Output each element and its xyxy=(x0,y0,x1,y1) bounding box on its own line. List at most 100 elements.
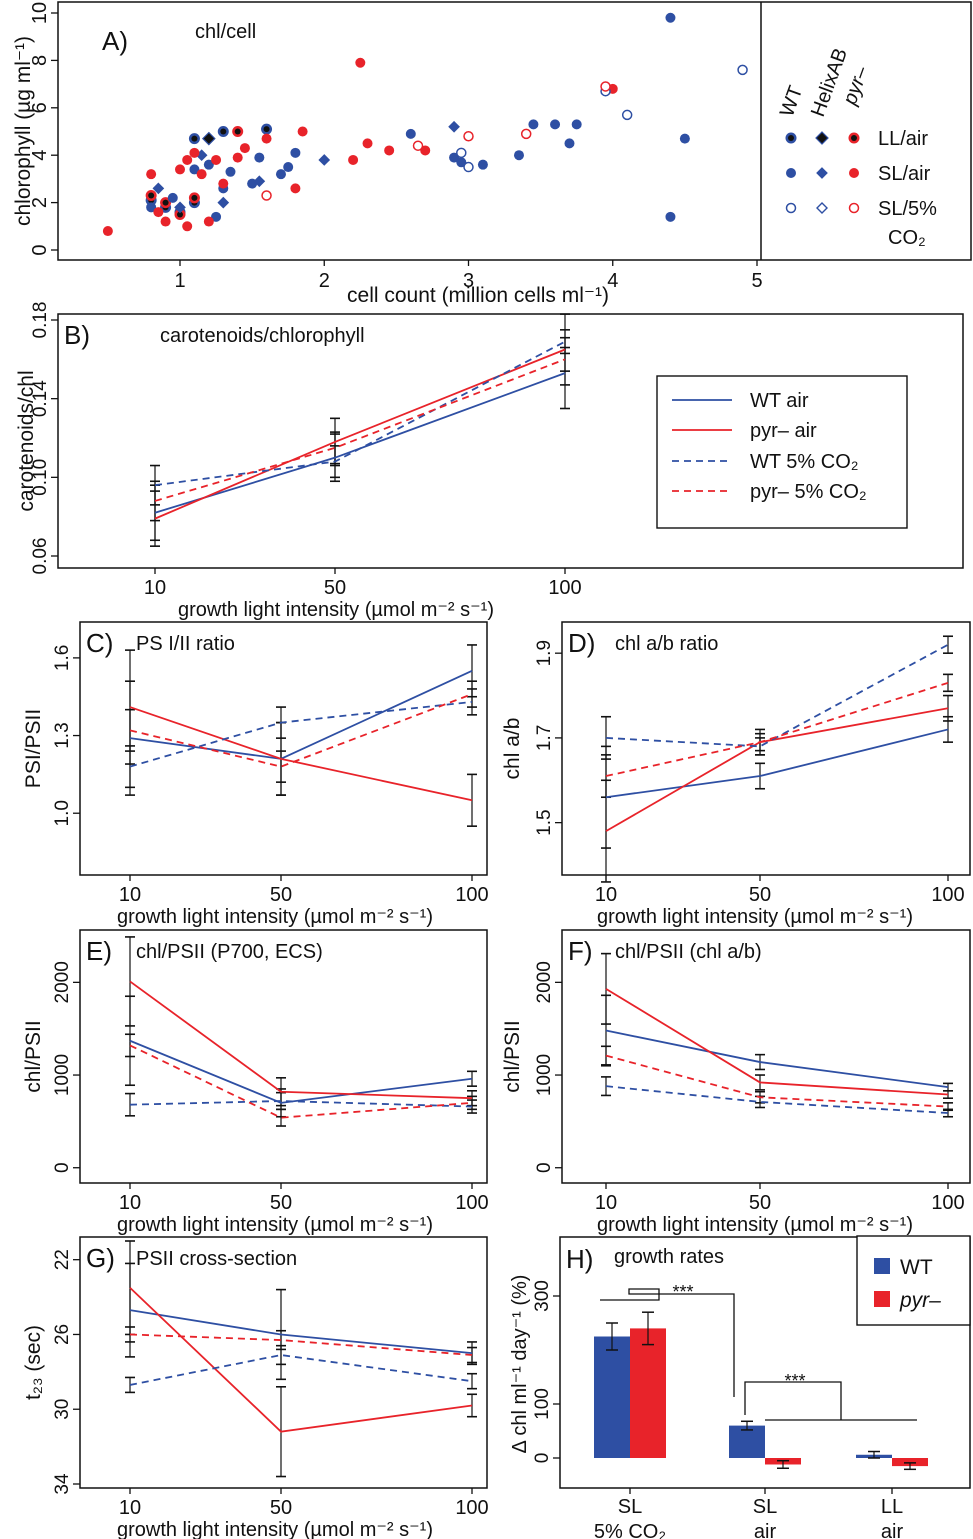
data-point xyxy=(463,130,474,142)
data-point xyxy=(448,120,460,133)
data-point xyxy=(254,152,265,163)
plot-frame xyxy=(561,621,971,876)
data-point xyxy=(355,57,366,68)
y-tick-label: 4 xyxy=(29,150,51,161)
y-tick-label: 1.0 xyxy=(52,800,73,826)
y-tick-label: 0.10 xyxy=(30,459,51,496)
y-tick-label: 10 xyxy=(29,2,51,24)
data-point-center xyxy=(177,211,183,218)
plot-frame xyxy=(79,621,488,876)
data-point xyxy=(318,154,331,166)
panel-label: C) xyxy=(86,628,113,658)
data-point-center xyxy=(191,135,198,142)
data-point xyxy=(528,119,539,130)
y-tick-label: 22 xyxy=(52,1249,73,1270)
data-point xyxy=(297,126,308,137)
x-tick-label: 100 xyxy=(548,577,581,599)
data-point xyxy=(203,216,214,227)
series-line xyxy=(154,358,566,502)
data-point xyxy=(571,119,582,130)
y-tick-label: 0.06 xyxy=(30,538,51,575)
y-tick-label: 1.3 xyxy=(52,722,73,748)
series-line xyxy=(129,1039,473,1104)
series-line xyxy=(154,372,566,514)
data-point xyxy=(202,131,216,146)
series-line xyxy=(129,706,473,802)
data-point xyxy=(146,202,157,213)
y-axis-label: carotenoids/chl xyxy=(15,370,38,511)
panel-label: D) xyxy=(568,628,595,658)
data-point xyxy=(679,133,690,144)
data-point xyxy=(600,81,611,92)
panel-label: A) xyxy=(102,26,128,56)
x-axis-label: growth light intensity (µmol m⁻² s⁻¹) xyxy=(117,1214,433,1236)
data-point xyxy=(189,164,200,175)
y-axis-label: t₂₃ (sec) xyxy=(22,1325,45,1400)
data-point xyxy=(174,201,186,214)
y-tick-label: 8 xyxy=(29,55,51,66)
y-tick-label: 1000 xyxy=(534,1054,555,1096)
data-point xyxy=(816,167,828,179)
data-point xyxy=(167,192,178,203)
x-tick-label: 50 xyxy=(270,1192,292,1214)
x-tick-label: 50 xyxy=(324,577,346,599)
x-axis-label: growth light intensity (µmol m⁻² s⁻¹) xyxy=(117,1519,433,1539)
x-tick-label: 10 xyxy=(119,884,141,906)
data-point xyxy=(196,169,207,180)
data-point xyxy=(232,152,243,163)
y-tick-label: 0 xyxy=(534,1162,555,1173)
series-line xyxy=(129,1287,473,1433)
data-point xyxy=(189,147,200,158)
data-point xyxy=(564,138,575,149)
panel-title: PSII cross-section xyxy=(136,1248,297,1270)
category-label: 5% CO₂ xyxy=(594,1521,666,1539)
data-point xyxy=(785,202,797,214)
y-tick-label: 2000 xyxy=(52,961,73,1003)
data-point xyxy=(621,109,633,121)
y-tick-label: 0 xyxy=(532,1453,553,1464)
plot-frame xyxy=(57,313,964,569)
plot-frame xyxy=(79,1236,488,1489)
legend: WT air pyr– air WT 5% CO₂ pyr– 5% CO₂ xyxy=(656,375,908,529)
series-line xyxy=(605,643,949,748)
x-tick-label: 4 xyxy=(607,270,618,292)
legend-entry: WT xyxy=(900,1256,933,1279)
y-tick-label: 1.6 xyxy=(52,645,73,671)
data-point xyxy=(816,202,828,214)
y-tick-label: 1.9 xyxy=(534,640,555,666)
legend-entry: pyr– air xyxy=(750,420,817,442)
significance-bracket xyxy=(600,1288,735,1397)
data-point xyxy=(211,211,222,222)
data-point xyxy=(152,182,165,195)
data-point xyxy=(290,183,301,194)
series-line xyxy=(129,701,473,768)
y-tick-label: 1.5 xyxy=(534,809,555,835)
plot-frame xyxy=(561,929,971,1184)
legend-column-label: WT xyxy=(776,83,807,120)
panel-title: chl/PSII (P700, ECS) xyxy=(136,941,323,963)
data-point xyxy=(253,175,266,188)
series-line xyxy=(605,681,949,777)
data-point xyxy=(362,138,373,149)
y-tick-label: 34 xyxy=(52,1473,73,1495)
series-line xyxy=(129,693,473,768)
panel-title: chl a/b ratio xyxy=(615,633,718,655)
x-tick-label: 3 xyxy=(463,270,474,292)
series-line xyxy=(605,707,949,832)
data-point xyxy=(786,168,796,178)
series-line xyxy=(605,988,949,1096)
category-label: SL xyxy=(753,1496,777,1518)
data-point-center xyxy=(788,135,794,141)
data-point-center xyxy=(148,192,155,199)
series-line xyxy=(129,980,473,1100)
data-point xyxy=(520,128,532,140)
x-axis-label: growth light intensity (µmol m⁻² s⁻¹) xyxy=(597,1214,913,1236)
panel-label: F) xyxy=(568,936,593,966)
x-tick-label: 100 xyxy=(455,884,488,906)
panel-title: chl/PSII (chl a/b) xyxy=(615,941,762,963)
category-label: LL xyxy=(881,1496,903,1518)
